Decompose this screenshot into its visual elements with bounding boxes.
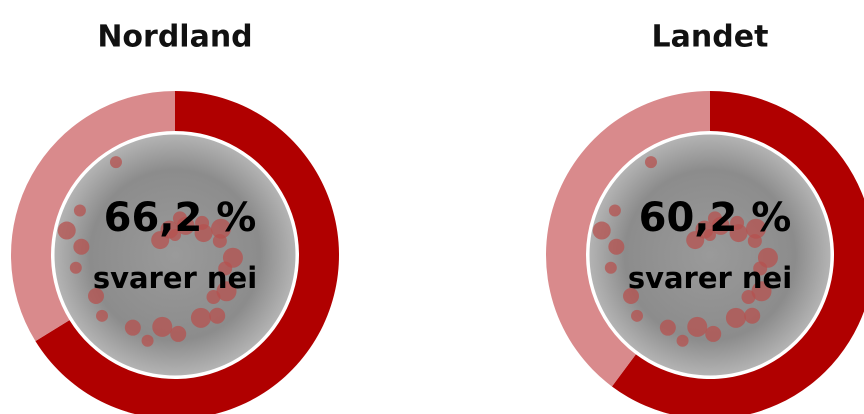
virus-spike [88,288,105,305]
value-label: 60,2 % [639,195,792,241]
virus-spike [124,319,141,336]
virus-image [51,131,299,379]
donut-chart: Nordland 66,2 % svarer nei [10,20,339,414]
virus-spike [730,215,745,230]
virus-spike [73,238,90,255]
donut-segment [611,91,864,414]
virus-spike [57,221,76,240]
virus-spike [725,307,746,328]
donut-segment [10,90,176,342]
virus-spike [152,316,173,337]
virus-spike [757,247,778,268]
center-text: svarer nei [93,261,257,295]
virus-spike [644,156,657,169]
virus-spike [151,231,170,250]
virus-spike [751,281,772,302]
virus-spike [69,261,82,274]
virus-spike [195,215,210,230]
virus-spike [172,211,187,226]
virus-spike [608,204,621,217]
virus-spike [705,325,722,342]
chart-title: Landet [652,20,769,55]
virus-spike [676,334,689,347]
virus-image [586,131,834,379]
chart-title: Nordland [97,20,252,55]
virus-spike [604,261,617,274]
virus-spike [211,218,232,239]
virus-spike [109,156,122,169]
virus-spike [623,288,640,305]
virus-spike [686,231,705,250]
virus-spike [707,211,722,226]
virus-spike [746,218,767,239]
virus-spike [687,316,708,337]
virus-spike [222,247,243,268]
virus-spike [608,238,625,255]
donut-segment [545,90,710,387]
virus-spike [96,309,109,322]
virus-spike [190,307,211,328]
donut-chart: Landet 60,2 % svarer nei [545,20,864,414]
virus-spike [631,309,644,322]
virus-spike [73,204,86,217]
virus-spike [141,334,154,347]
virus-spike [170,325,187,342]
virus-spike [744,307,761,324]
virus-spike [592,221,611,240]
virus-spike [659,319,676,336]
center-text: svarer nei [628,261,792,295]
virus-spike [209,307,226,324]
virus-spike [216,281,237,302]
value-label: 66,2 % [104,195,257,241]
